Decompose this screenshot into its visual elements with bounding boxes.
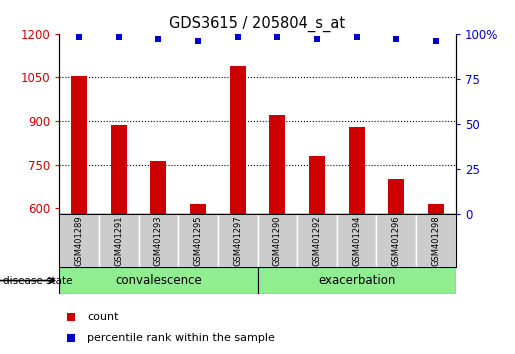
Point: [313, 36, 321, 42]
Point: [67, 314, 75, 320]
Bar: [59, 214, 99, 267]
Text: convalescence: convalescence: [115, 274, 202, 287]
Bar: [218, 214, 258, 267]
Bar: [178, 214, 218, 267]
Bar: [111, 125, 127, 214]
Point: [114, 34, 123, 40]
Text: exacerbation: exacerbation: [318, 274, 396, 287]
Point: [194, 38, 202, 44]
Point: [392, 36, 401, 42]
Bar: [388, 179, 404, 214]
Text: count: count: [87, 312, 118, 322]
Text: percentile rank within the sample: percentile rank within the sample: [87, 332, 275, 343]
Text: GSM401294: GSM401294: [352, 216, 361, 266]
Text: GSM401293: GSM401293: [154, 216, 163, 267]
Text: GSM401298: GSM401298: [432, 216, 440, 267]
Bar: [428, 204, 444, 214]
Bar: [139, 214, 178, 267]
Text: GSM401296: GSM401296: [392, 216, 401, 267]
Title: GDS3615 / 205804_s_at: GDS3615 / 205804_s_at: [169, 16, 346, 32]
Bar: [59, 267, 258, 294]
Bar: [297, 214, 337, 267]
Text: GSM401290: GSM401290: [273, 216, 282, 266]
Text: GSM401289: GSM401289: [75, 216, 83, 267]
Text: GSM401297: GSM401297: [233, 216, 242, 267]
Bar: [309, 156, 325, 214]
Point: [234, 34, 242, 40]
Bar: [337, 214, 376, 267]
Point: [67, 335, 75, 341]
Bar: [258, 267, 456, 294]
Bar: [269, 115, 285, 214]
Bar: [376, 214, 416, 267]
Bar: [349, 127, 365, 214]
Bar: [416, 214, 456, 267]
Bar: [230, 65, 246, 214]
Point: [273, 34, 281, 40]
Bar: [71, 76, 87, 214]
Bar: [258, 214, 297, 267]
Text: GSM401292: GSM401292: [313, 216, 321, 266]
Point: [432, 38, 440, 44]
Bar: [150, 161, 166, 214]
Bar: [99, 214, 139, 267]
Text: disease state: disease state: [3, 275, 72, 286]
Point: [154, 36, 163, 42]
Bar: [190, 204, 206, 214]
Point: [352, 34, 360, 40]
Text: GSM401291: GSM401291: [114, 216, 123, 266]
Point: [75, 34, 83, 40]
Text: GSM401295: GSM401295: [194, 216, 202, 266]
